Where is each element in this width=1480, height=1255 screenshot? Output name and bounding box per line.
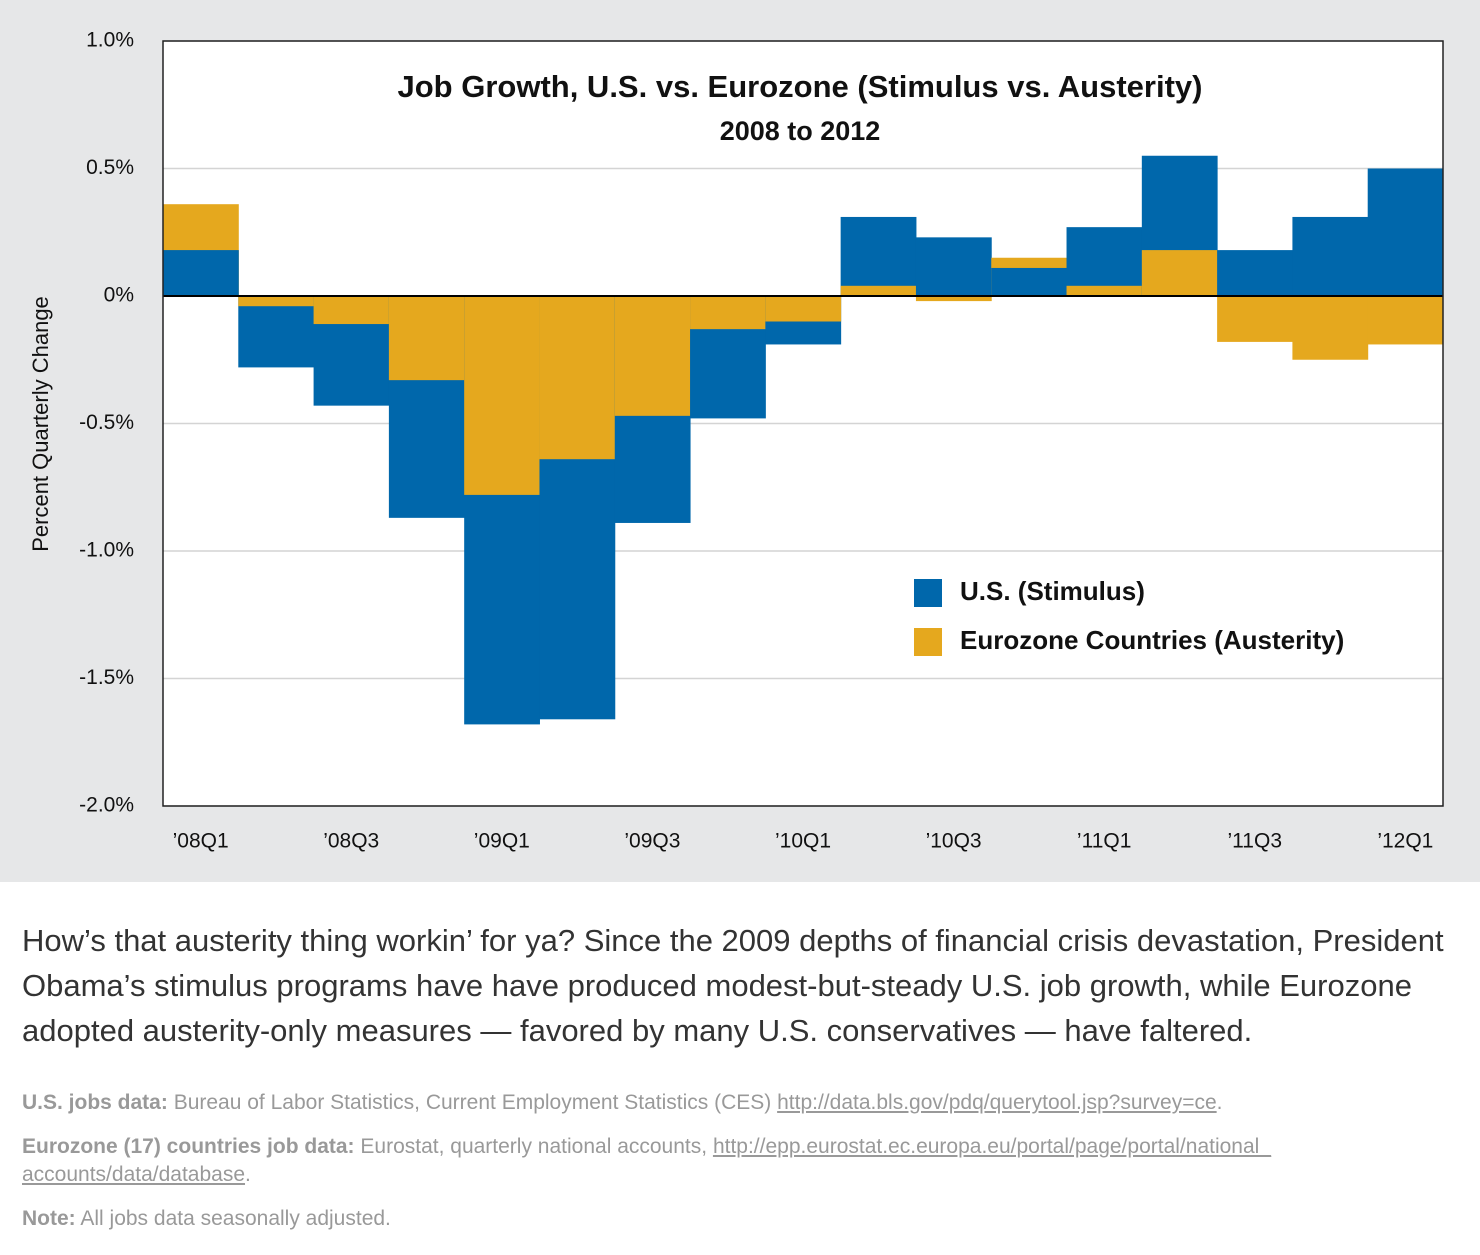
caption: How’s that austerity thing workin’ for y… xyxy=(22,923,1444,1048)
x-tick-label: ’11Q3 xyxy=(1228,830,1282,853)
bar xyxy=(1217,250,1293,296)
bar xyxy=(765,296,842,322)
bar xyxy=(915,237,992,296)
x-tick-label: ’10Q3 xyxy=(926,830,982,853)
source-label: Eurozone (17) countries job data: xyxy=(22,1135,355,1158)
bar xyxy=(840,216,917,296)
x-tick-label: ’11Q1 xyxy=(1077,830,1131,853)
x-tick-label: ’09Q1 xyxy=(474,830,530,853)
chart-subtitle: 2008 to 2012 xyxy=(720,116,881,146)
legend-label: U.S. (Stimulus) xyxy=(960,576,1145,606)
chart: Job Growth, U.S. vs. Eurozone (Stimulus … xyxy=(28,29,1444,853)
bar xyxy=(991,267,1068,296)
source: Eurozone (17) countries job data: Eurost… xyxy=(22,1133,1442,1189)
source-link[interactable]: http://data.bls.gov/pdq/querytool.jsp?su… xyxy=(777,1091,1217,1114)
legend-swatch xyxy=(914,628,942,656)
x-tick-label: ’08Q1 xyxy=(173,830,229,853)
x-tick-label: ’10Q1 xyxy=(775,830,831,853)
bar xyxy=(464,296,540,495)
bar xyxy=(1141,250,1218,296)
bar xyxy=(163,250,239,296)
bar xyxy=(1292,296,1369,360)
bar xyxy=(388,296,465,381)
y-tick-label: -0.5% xyxy=(79,411,134,434)
y-tick-label: -1.0% xyxy=(79,539,134,562)
y-axis-label: Percent Quarterly Change xyxy=(28,296,53,552)
bar xyxy=(1367,168,1444,296)
y-tick-label: 1.0% xyxy=(86,29,134,52)
y-tick-label: -2.0% xyxy=(79,794,134,817)
x-tick-label: ’08Q3 xyxy=(323,830,379,853)
bar xyxy=(690,296,766,330)
plot-border xyxy=(162,40,1444,807)
source: U.S. jobs data: Bureau of Labor Statisti… xyxy=(22,1089,1442,1117)
chart-panel: Job Growth, U.S. vs. Eurozone (Stimulus … xyxy=(0,0,1480,882)
note: Note: All jobs data seasonally adjusted. xyxy=(22,1205,1442,1233)
source-end: . xyxy=(1216,1091,1223,1114)
x-tick-label: ’12Q1 xyxy=(1377,830,1433,853)
bar xyxy=(238,296,315,368)
y-tick-label: 0% xyxy=(104,284,134,307)
note-label: Note: xyxy=(22,1207,76,1230)
source-link[interactable]: http://epp.eurostat.ec.europa.eu/portal/… xyxy=(22,1135,1272,1186)
note-text: All jobs data seasonally adjusted. xyxy=(80,1207,391,1230)
bar xyxy=(840,285,917,296)
source-text: Eurostat, quarterly national accounts, xyxy=(360,1135,708,1158)
bar xyxy=(1066,227,1143,296)
y-tick-label: 0.5% xyxy=(86,156,134,179)
legend-swatch xyxy=(914,579,942,607)
source-end: . xyxy=(245,1163,251,1186)
chart-title: Job Growth, U.S. vs. Eurozone (Stimulus … xyxy=(398,69,1203,104)
bar xyxy=(238,296,315,307)
source-text: Bureau of Labor Statistics, Current Empl… xyxy=(173,1091,772,1114)
bar xyxy=(614,296,691,416)
bar xyxy=(915,296,992,302)
x-tick-label: ’09Q3 xyxy=(624,830,680,853)
bar xyxy=(1066,285,1143,296)
source-label: U.S. jobs data: xyxy=(22,1091,168,1114)
bar xyxy=(539,296,616,460)
legend-label: Eurozone Countries (Austerity) xyxy=(960,625,1344,655)
bar xyxy=(313,296,390,325)
bar xyxy=(1367,296,1444,345)
bar xyxy=(1292,216,1369,296)
bar xyxy=(1217,296,1293,342)
y-tick-label: -1.5% xyxy=(79,666,134,689)
